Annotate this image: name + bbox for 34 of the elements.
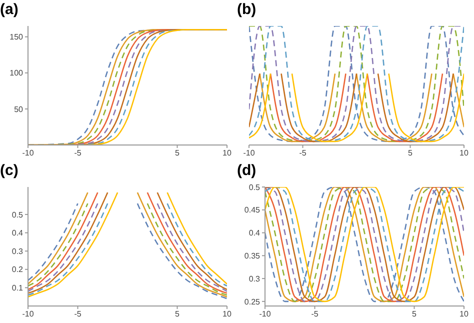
y-tick-label: 0.4	[12, 228, 24, 238]
y-tick-label: 0.25	[244, 297, 261, 306]
x-tick-label: 10	[460, 148, 469, 158]
y-tick-label: 50	[14, 104, 24, 114]
x-tick-label: 5	[175, 148, 180, 158]
chart-title: (b)	[237, 0, 258, 20]
y-tick-label: 0.5	[248, 182, 261, 192]
y-tick-label: 0.2	[12, 265, 24, 274]
y-tick-label: 100	[10, 68, 24, 78]
x-tick-label: 10	[222, 310, 232, 319]
x-tick-label: 10	[222, 148, 232, 158]
y-tick-label: 0.45	[244, 206, 261, 215]
chart-title: (d)	[237, 161, 258, 181]
x-tick-label: -5	[299, 148, 307, 158]
x-tick-label: -5	[74, 148, 82, 158]
y-tick-label: 0.35	[244, 251, 261, 260]
x-tick-label: 5	[175, 310, 180, 319]
x-tick-label: -10	[22, 148, 34, 158]
x-tick-label: -10	[243, 148, 256, 158]
x-tick-label: -5	[311, 310, 319, 319]
x-tick-label: -5	[74, 310, 82, 319]
x-tick-label: 5	[408, 148, 414, 158]
x-tick-label: -10	[259, 310, 272, 319]
y-tick-label: 0.4	[248, 228, 261, 238]
x-tick-label: 10	[460, 310, 469, 319]
chart-title: (a)	[0, 0, 20, 20]
y-tick-label: 0.3	[12, 246, 24, 256]
chart-title: (c)	[0, 161, 20, 181]
y-tick-label: 0.3	[248, 274, 261, 284]
x-tick-label: -10	[22, 310, 34, 319]
x-tick-label: 5	[412, 310, 418, 319]
y-tick-label: 0.5	[12, 210, 24, 220]
y-tick-label: 150	[10, 32, 24, 42]
y-tick-label: 0.1	[12, 284, 24, 293]
